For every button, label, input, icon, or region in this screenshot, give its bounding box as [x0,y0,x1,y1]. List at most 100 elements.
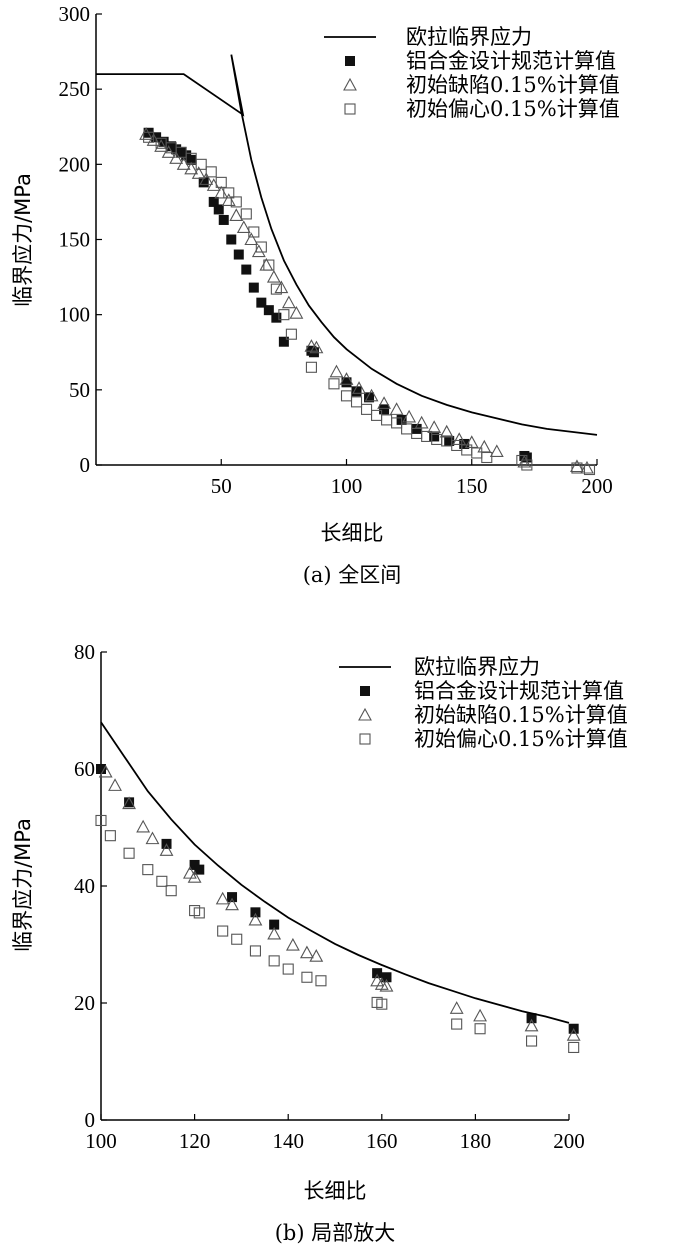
data-point [449,1001,464,1014]
data-point [205,166,217,178]
data-point [159,843,174,856]
data-point [225,897,239,911]
data-point [268,955,280,967]
data-point [166,141,177,152]
data-point [309,949,324,962]
x-tick-label: 100 [85,1129,117,1153]
data-point [195,158,207,170]
data-point [156,875,168,887]
data-point [285,328,297,340]
series-open-square [143,131,596,476]
data-point [340,390,353,402]
y-tick-label: 80 [74,640,95,664]
data-point [186,154,197,165]
data-point [241,264,252,275]
data-point [376,998,388,1010]
data-point [218,214,229,225]
data-point [236,220,251,234]
x-tick-label: 200 [581,474,613,498]
legend-label: 铝合金设计规范计算值 [406,49,616,73]
data-point [145,831,160,845]
data-point [231,933,243,945]
data-point [402,409,417,423]
data-point [255,241,267,253]
data-point [341,377,352,388]
data-point [271,312,282,323]
y-axis-label: 临界应力/MPa [11,173,35,307]
y-tick-label: 60 [74,757,95,781]
legend-marker-swatch [358,707,372,721]
chart-zoomed-range: 0 20 40 60 80 100 120 140 160 180 200 欧拉临界应力铝合金设计规范… [11,640,628,1245]
x-tick-label: 120 [179,1129,211,1153]
data-point [427,420,442,433]
data-point [451,1018,463,1030]
data-point [299,945,314,959]
data-point [244,232,259,246]
data-point [389,402,404,415]
data-point [285,937,300,951]
plot-area: 0 20 40 60 80 100 120 140 160 180 200 欧拉临界应力铝合金设计规范… [74,640,628,1153]
data-point [199,172,214,185]
data-point [471,447,483,459]
data-point [379,404,390,415]
data-point [251,244,266,258]
data-point [570,459,584,473]
data-point [223,187,235,199]
legend-marker-swatch [359,733,371,745]
y-tick-label: 20 [74,991,95,1015]
legend-label: 欧拉临界应力 [406,25,532,49]
data-point [281,295,296,309]
y-tick-label: 250 [59,77,91,101]
data-point [151,132,162,143]
chart-caption: (a) 全区间 [303,563,402,587]
x-tick-label: 50 [211,474,232,498]
data-point [352,381,366,394]
data-point [526,1035,538,1047]
data-point [226,234,237,245]
data-point [187,870,202,883]
data-point [95,814,107,827]
data-point [185,152,197,164]
data-point [263,259,275,271]
data-point [250,907,261,918]
data-point [248,226,260,238]
data-point [364,392,375,403]
legend-label: 欧拉临界应力 [414,655,540,679]
data-point [571,462,583,474]
data-point [267,926,282,940]
data-point [391,417,403,429]
data-point [176,147,187,158]
y-tick-label: 0 [80,453,91,477]
data-point [227,892,238,903]
legend-label: 初始缺陷0.15%计算值 [406,73,620,97]
data-point [364,388,379,402]
data-point [198,177,209,188]
y-tick-label: 0 [85,1108,96,1132]
data-point [154,139,169,152]
data-point [229,208,244,221]
legend-label: 铝合金设计规范计算值 [414,679,624,703]
legend-label: 初始偏心0.15%计算值 [414,727,628,751]
data-point [524,1018,539,1032]
data-point [221,193,236,206]
y-tick-label: 150 [59,228,91,252]
legend-label: 初始缺陷0.15%计算值 [414,703,628,727]
data-point [104,830,116,842]
data-point [215,891,230,905]
x-tick-label: 160 [366,1129,398,1153]
data-point [213,204,224,215]
data-point [263,305,274,316]
data-point [444,435,455,446]
data-point [289,306,304,319]
y-axis-label: 临界应力/MPa [11,818,35,952]
x-axis-label: 长细比 [304,1179,367,1203]
data-point [301,971,313,983]
data-point [259,257,274,271]
data-point [143,131,155,143]
data-point [208,196,219,207]
data-point [401,423,413,435]
data-point [136,819,151,833]
data-point [269,919,280,930]
data-point [360,403,373,415]
